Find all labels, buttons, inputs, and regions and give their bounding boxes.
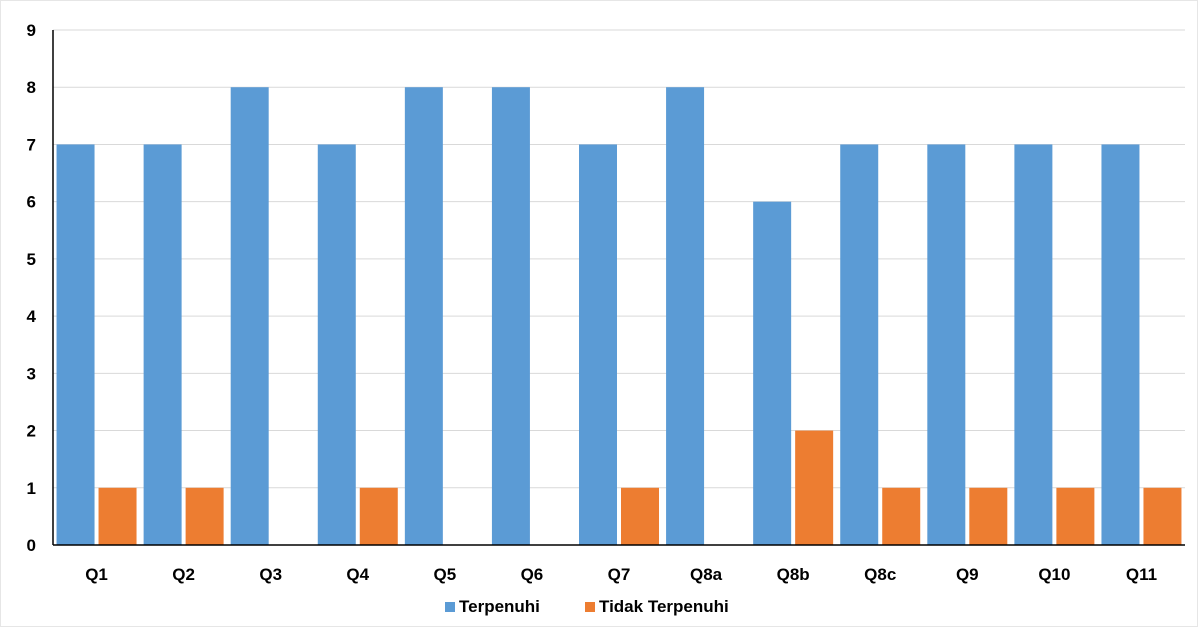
y-tick-label: 6: [27, 193, 36, 212]
y-tick-label: 1: [27, 479, 36, 498]
bar-terpenuhi: [491, 87, 530, 545]
x-axis-tick-labels: Q1 Q2 Q3 Q4 Q5 Q6 Q7 Q8a Q8b Q8c Q9 Q10 Q11: [85, 565, 1157, 584]
legend-label: Terpenuhi: [459, 597, 540, 616]
bar-tidak-terpenuhi: [882, 487, 921, 545]
x-tick-label: Q10: [1038, 565, 1070, 584]
bar-terpenuhi: [56, 144, 95, 545]
x-tick-label: Q7: [608, 565, 631, 584]
x-tick-label: Q2: [172, 565, 195, 584]
bar-tidak-terpenuhi: [185, 487, 224, 545]
x-tick-label: Q1: [85, 565, 108, 584]
bar-tidak-terpenuhi: [1143, 487, 1182, 545]
x-tick-label: Q9: [956, 565, 979, 584]
bar-terpenuhi: [927, 144, 966, 545]
x-tick-label: Q8c: [864, 565, 896, 584]
legend: Terpenuhi Tidak Terpenuhi: [445, 597, 729, 616]
x-tick-label: Q8a: [690, 565, 723, 584]
x-tick-label: Q3: [259, 565, 282, 584]
x-tick-label: Q5: [434, 565, 457, 584]
bar-terpenuhi: [143, 144, 182, 545]
y-tick-label: 7: [27, 135, 36, 154]
y-tick-label: 9: [27, 21, 36, 40]
bar-tidak-terpenuhi: [969, 487, 1008, 545]
y-tick-label: 3: [27, 364, 36, 383]
legend-swatch: [445, 602, 455, 612]
bar-tidak-terpenuhi: [1056, 487, 1095, 545]
bar-terpenuhi: [317, 144, 356, 545]
bar-terpenuhi: [404, 87, 443, 545]
bar-terpenuhi: [753, 201, 792, 545]
bar-terpenuhi: [230, 87, 269, 545]
axes: [52, 30, 1185, 546]
bar-tidak-terpenuhi: [98, 487, 137, 545]
y-axis-tick-labels: 0 1 2 3 4 5 6 7 8 9: [27, 21, 37, 555]
bar-tidak-terpenuhi: [359, 487, 398, 545]
x-tick-label: Q4: [346, 565, 369, 584]
y-tick-label: 4: [27, 307, 37, 326]
bar-terpenuhi: [840, 144, 879, 545]
y-tick-label: 5: [27, 250, 36, 269]
bar-terpenuhi: [579, 144, 617, 545]
bars: [56, 87, 1182, 545]
y-tick-label: 2: [27, 422, 36, 441]
x-tick-label: Q6: [521, 565, 544, 584]
bar-terpenuhi: [666, 87, 705, 545]
bar-tidak-terpenuhi: [621, 487, 659, 545]
legend-label: Tidak Terpenuhi: [599, 597, 729, 616]
bar-terpenuhi: [1101, 144, 1140, 545]
x-tick-label: Q11: [1126, 565, 1157, 584]
bar-terpenuhi: [1014, 144, 1053, 545]
legend-swatch: [585, 602, 595, 612]
bar-tidak-terpenuhi: [795, 430, 834, 545]
x-tick-label: Q8b: [777, 565, 810, 584]
y-tick-label: 8: [27, 78, 36, 97]
y-tick-label: 0: [27, 536, 36, 555]
